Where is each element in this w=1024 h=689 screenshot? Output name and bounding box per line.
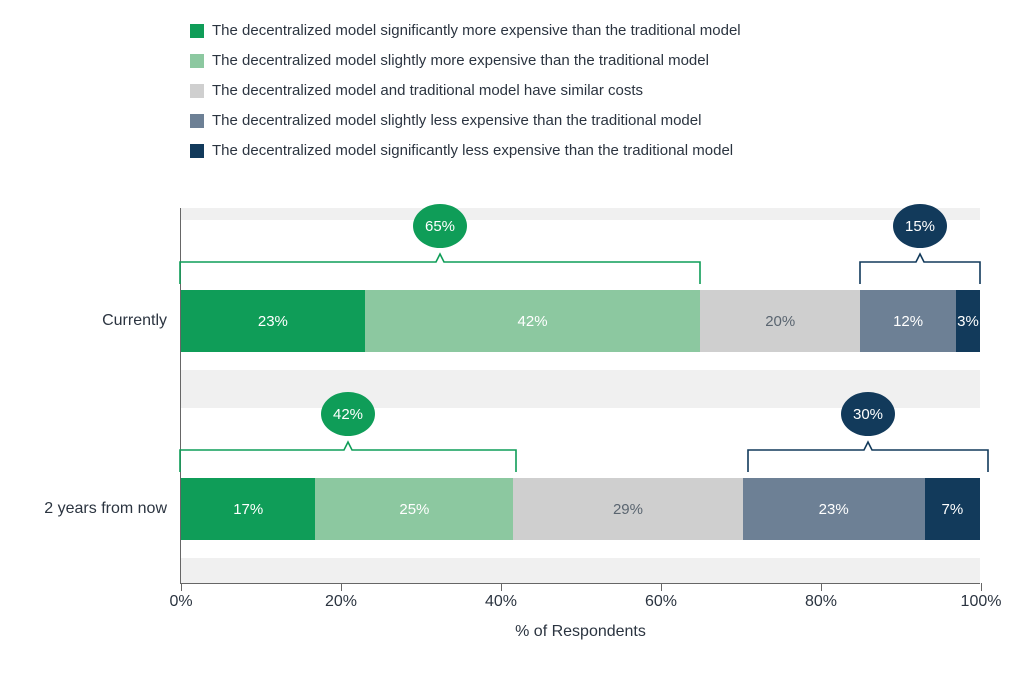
y-category-label: 2 years from now bbox=[44, 500, 167, 518]
stacked-bar: 17% 25% 29% 23% 7% bbox=[181, 478, 980, 540]
callout-value: 30% bbox=[853, 406, 883, 423]
bar-segment: 25% bbox=[315, 478, 513, 540]
legend-label: The decentralized model significantly le… bbox=[212, 142, 733, 160]
segment-value: 17% bbox=[233, 501, 263, 518]
x-tick-label: 100% bbox=[961, 593, 1002, 611]
bar-segment: 23% bbox=[743, 478, 925, 540]
legend-label: The decentralized model slightly more ex… bbox=[212, 52, 709, 70]
x-tick-label: 60% bbox=[645, 593, 677, 611]
stacked-bar: 23% 42% 20% 12% 3% bbox=[181, 290, 980, 352]
legend-item: The decentralized model slightly more ex… bbox=[190, 52, 741, 70]
x-tick-label: 40% bbox=[485, 593, 517, 611]
x-tick bbox=[501, 583, 502, 591]
segment-value: 25% bbox=[399, 501, 429, 518]
segment-value: 7% bbox=[941, 501, 963, 518]
bar-segment: 23% bbox=[181, 290, 365, 352]
callout-bubble: 65% bbox=[413, 204, 467, 248]
segment-value: 3% bbox=[957, 313, 979, 330]
bar-segment: 12% bbox=[860, 290, 956, 352]
bar-segment: 7% bbox=[925, 478, 980, 540]
segment-value: 12% bbox=[893, 313, 923, 330]
x-axis-label: % of Respondents bbox=[515, 623, 646, 641]
legend-swatch bbox=[190, 54, 204, 68]
callout-bubble: 15% bbox=[893, 204, 947, 248]
stacked-bar-chart: The decentralized model significantly mo… bbox=[0, 0, 1024, 689]
x-tick-label: 0% bbox=[169, 593, 192, 611]
legend-item: The decentralized model significantly mo… bbox=[190, 22, 741, 40]
callout-bubble: 42% bbox=[321, 392, 375, 436]
callout-bubble: 30% bbox=[841, 392, 895, 436]
segment-value: 23% bbox=[258, 313, 288, 330]
callout-value: 15% bbox=[905, 218, 935, 235]
x-tick bbox=[181, 583, 182, 591]
legend-label: The decentralized model significantly mo… bbox=[212, 22, 741, 40]
legend-item: The decentralized model significantly le… bbox=[190, 142, 741, 160]
legend-label: The decentralized model slightly less ex… bbox=[212, 112, 701, 130]
bar-segment: 20% bbox=[700, 290, 860, 352]
x-tick-label: 20% bbox=[325, 593, 357, 611]
callout-value: 65% bbox=[425, 218, 455, 235]
x-tick bbox=[661, 583, 662, 591]
x-tick-label: 80% bbox=[805, 593, 837, 611]
legend-label: The decentralized model and traditional … bbox=[212, 82, 643, 100]
bar-segment: 29% bbox=[513, 478, 742, 540]
legend-swatch bbox=[190, 24, 204, 38]
legend-item: The decentralized model slightly less ex… bbox=[190, 112, 741, 130]
bar-segment: 17% bbox=[181, 478, 315, 540]
segment-value: 42% bbox=[518, 313, 548, 330]
x-tick bbox=[981, 583, 982, 591]
x-tick bbox=[341, 583, 342, 591]
segment-value: 29% bbox=[613, 501, 643, 518]
legend-swatch bbox=[190, 114, 204, 128]
x-tick bbox=[821, 583, 822, 591]
y-category-label: Currently bbox=[102, 312, 167, 330]
bar-segment: 3% bbox=[956, 290, 980, 352]
callout-value: 42% bbox=[333, 406, 363, 423]
legend-swatch bbox=[190, 144, 204, 158]
legend-swatch bbox=[190, 84, 204, 98]
legend: The decentralized model significantly mo… bbox=[190, 22, 741, 172]
segment-value: 23% bbox=[819, 501, 849, 518]
legend-item: The decentralized model and traditional … bbox=[190, 82, 741, 100]
bar-segment: 42% bbox=[365, 290, 701, 352]
segment-value: 20% bbox=[765, 313, 795, 330]
